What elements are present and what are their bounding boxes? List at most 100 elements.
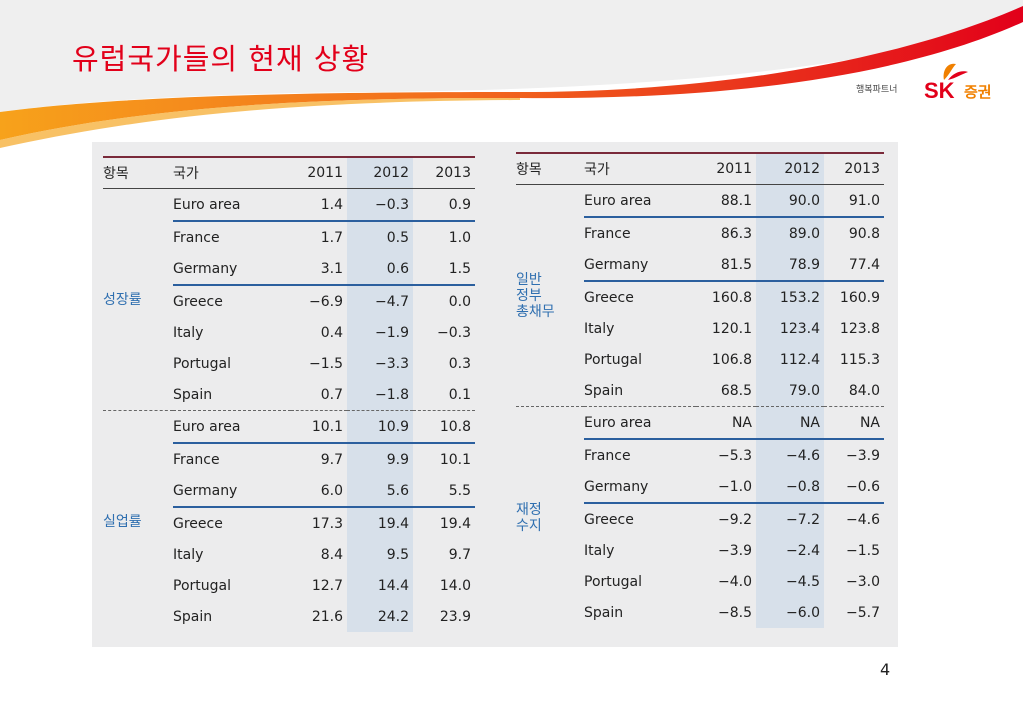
table-row: Germany −1.0 −0.8 −0.6 [516, 471, 884, 504]
value-cell: −4.5 [756, 566, 824, 597]
value-cell: −5.3 [718, 447, 752, 464]
value-cell: −1.5 [846, 542, 880, 559]
country-cell: France [173, 451, 220, 468]
table-row: Portugal 106.8 112.4 115.3 [516, 344, 884, 375]
country-cell: Greece [584, 289, 634, 306]
value-cell: 91.0 [824, 184, 884, 218]
value-cell: 160.8 [711, 289, 752, 306]
value-cell: 0.1 [448, 386, 471, 403]
table-row: Italy −3.9 −2.4 −1.5 [516, 535, 884, 566]
value-cell: 3.1 [291, 253, 347, 286]
table-row: Germany 6.0 5.6 5.5 [103, 475, 475, 508]
value-cell: 5.5 [413, 475, 475, 508]
value-cell: 9.9 [347, 443, 413, 475]
value-cell: 0.7 [320, 386, 343, 403]
value-cell: −4.6 [756, 439, 824, 471]
value-cell: 0.6 [347, 253, 413, 286]
value-cell: −8.5 [718, 604, 752, 621]
value-cell: 0.0 [448, 293, 471, 310]
table-row: France −5.3 −4.6 −3.9 [516, 439, 884, 471]
value-cell: −3.0 [846, 573, 880, 590]
table-row: Spain 21.6 24.2 23.9 [103, 601, 475, 632]
country-cell: Spain [584, 604, 624, 621]
country-cell: Euro area [584, 184, 696, 218]
table-row: 성장률 Euro area 1.4 −0.3 0.9 [103, 188, 475, 308]
value-cell: 90.0 [756, 184, 824, 218]
value-cell: 10.8 [413, 410, 475, 444]
value-cell: NA [756, 406, 824, 440]
value-cell: −3.3 [347, 348, 413, 379]
value-cell: NA [696, 406, 756, 440]
value-cell: −9.2 [718, 511, 752, 528]
country-cell: Italy [173, 546, 204, 563]
country-cell: Italy [584, 542, 615, 559]
value-cell: −6.0 [756, 597, 824, 628]
value-cell: 0.5 [347, 221, 413, 253]
column-header: 국가 [173, 156, 291, 189]
logo-tagline: 행복파트너 [856, 85, 898, 95]
value-cell: −5.7 [846, 604, 880, 621]
column-header: 항목 [103, 156, 173, 189]
growth-unemployment-table: 항목 국가 2011 2012 2013 성장률 Euro area 1.4 −0.3 0.9 Fr… [103, 156, 475, 632]
value-cell: −0.3 [437, 324, 471, 341]
country-cell: France [584, 447, 631, 464]
value-cell: NA [824, 406, 884, 440]
country-cell: Portugal [584, 351, 642, 368]
value-cell: 86.3 [720, 225, 752, 242]
category-label: 실업률 [103, 410, 173, 632]
value-cell: 21.6 [311, 608, 343, 625]
table-row: France 9.7 9.9 10.1 [103, 443, 475, 475]
country-cell: Portugal [173, 577, 231, 594]
country-cell: Greece [173, 293, 223, 310]
table-row: 실업률 Euro area 10.1 10.9 10.8 [103, 410, 475, 632]
country-cell: Greece [173, 515, 223, 532]
value-cell: 17.3 [311, 515, 343, 532]
value-cell: 19.4 [439, 515, 471, 532]
value-cell: 68.5 [720, 382, 752, 399]
value-cell: 115.3 [839, 351, 880, 368]
value-cell: −1.0 [696, 471, 756, 504]
value-cell: 1.4 [291, 188, 347, 222]
country-cell: Portugal [584, 573, 642, 590]
value-cell: −4.7 [347, 285, 413, 317]
country-cell: Italy [584, 320, 615, 337]
table-row: Greece 17.3 19.4 19.4 [103, 507, 475, 539]
value-cell: 1.0 [448, 229, 471, 246]
value-cell: 0.3 [448, 355, 471, 372]
value-cell: 88.1 [696, 184, 756, 218]
table-row: Spain 68.5 79.0 84.0 [516, 375, 884, 407]
country-cell: Germany [173, 475, 291, 508]
value-cell: 14.4 [347, 570, 413, 601]
value-cell: −4.0 [718, 573, 752, 590]
logo-division: 증권 [964, 83, 992, 101]
country-cell: Portugal [173, 355, 231, 372]
value-cell: 77.4 [824, 249, 884, 282]
value-cell: 9.5 [347, 539, 413, 570]
value-cell: 12.7 [311, 577, 343, 594]
value-cell: 120.1 [711, 320, 752, 337]
country-cell: Germany [584, 249, 696, 282]
table-row: Italy 8.4 9.5 9.7 [103, 539, 475, 570]
category-label: 일반 정부 총채무 [516, 271, 555, 320]
country-cell: Italy [173, 324, 204, 341]
table-row: France 86.3 89.0 90.8 [516, 217, 884, 249]
table-row: France 1.7 0.5 1.0 [103, 221, 475, 253]
column-header: 2011 [291, 156, 347, 189]
table-row: Italy 120.1 123.4 123.8 [516, 313, 884, 344]
value-cell: −1.8 [347, 379, 413, 411]
category-label: 성장률 [103, 291, 142, 308]
table-row: Italy 0.4 −1.9 −0.3 [103, 317, 475, 348]
value-cell: 153.2 [756, 281, 824, 313]
value-cell: 106.8 [711, 351, 752, 368]
value-cell: 24.2 [347, 601, 413, 632]
value-cell: −4.6 [846, 511, 880, 528]
logo-brand: SK [924, 78, 955, 103]
value-cell: 9.7 [320, 451, 343, 468]
value-cell: −0.8 [756, 471, 824, 504]
table-row: Greece 160.8 153.2 160.9 [516, 281, 884, 313]
value-cell: 8.4 [320, 546, 343, 563]
country-cell: Euro area [173, 410, 291, 444]
table-row: 재정 수지 Euro area NA NA NA [516, 406, 884, 628]
value-cell: 81.5 [696, 249, 756, 282]
value-cell: 9.7 [448, 546, 471, 563]
